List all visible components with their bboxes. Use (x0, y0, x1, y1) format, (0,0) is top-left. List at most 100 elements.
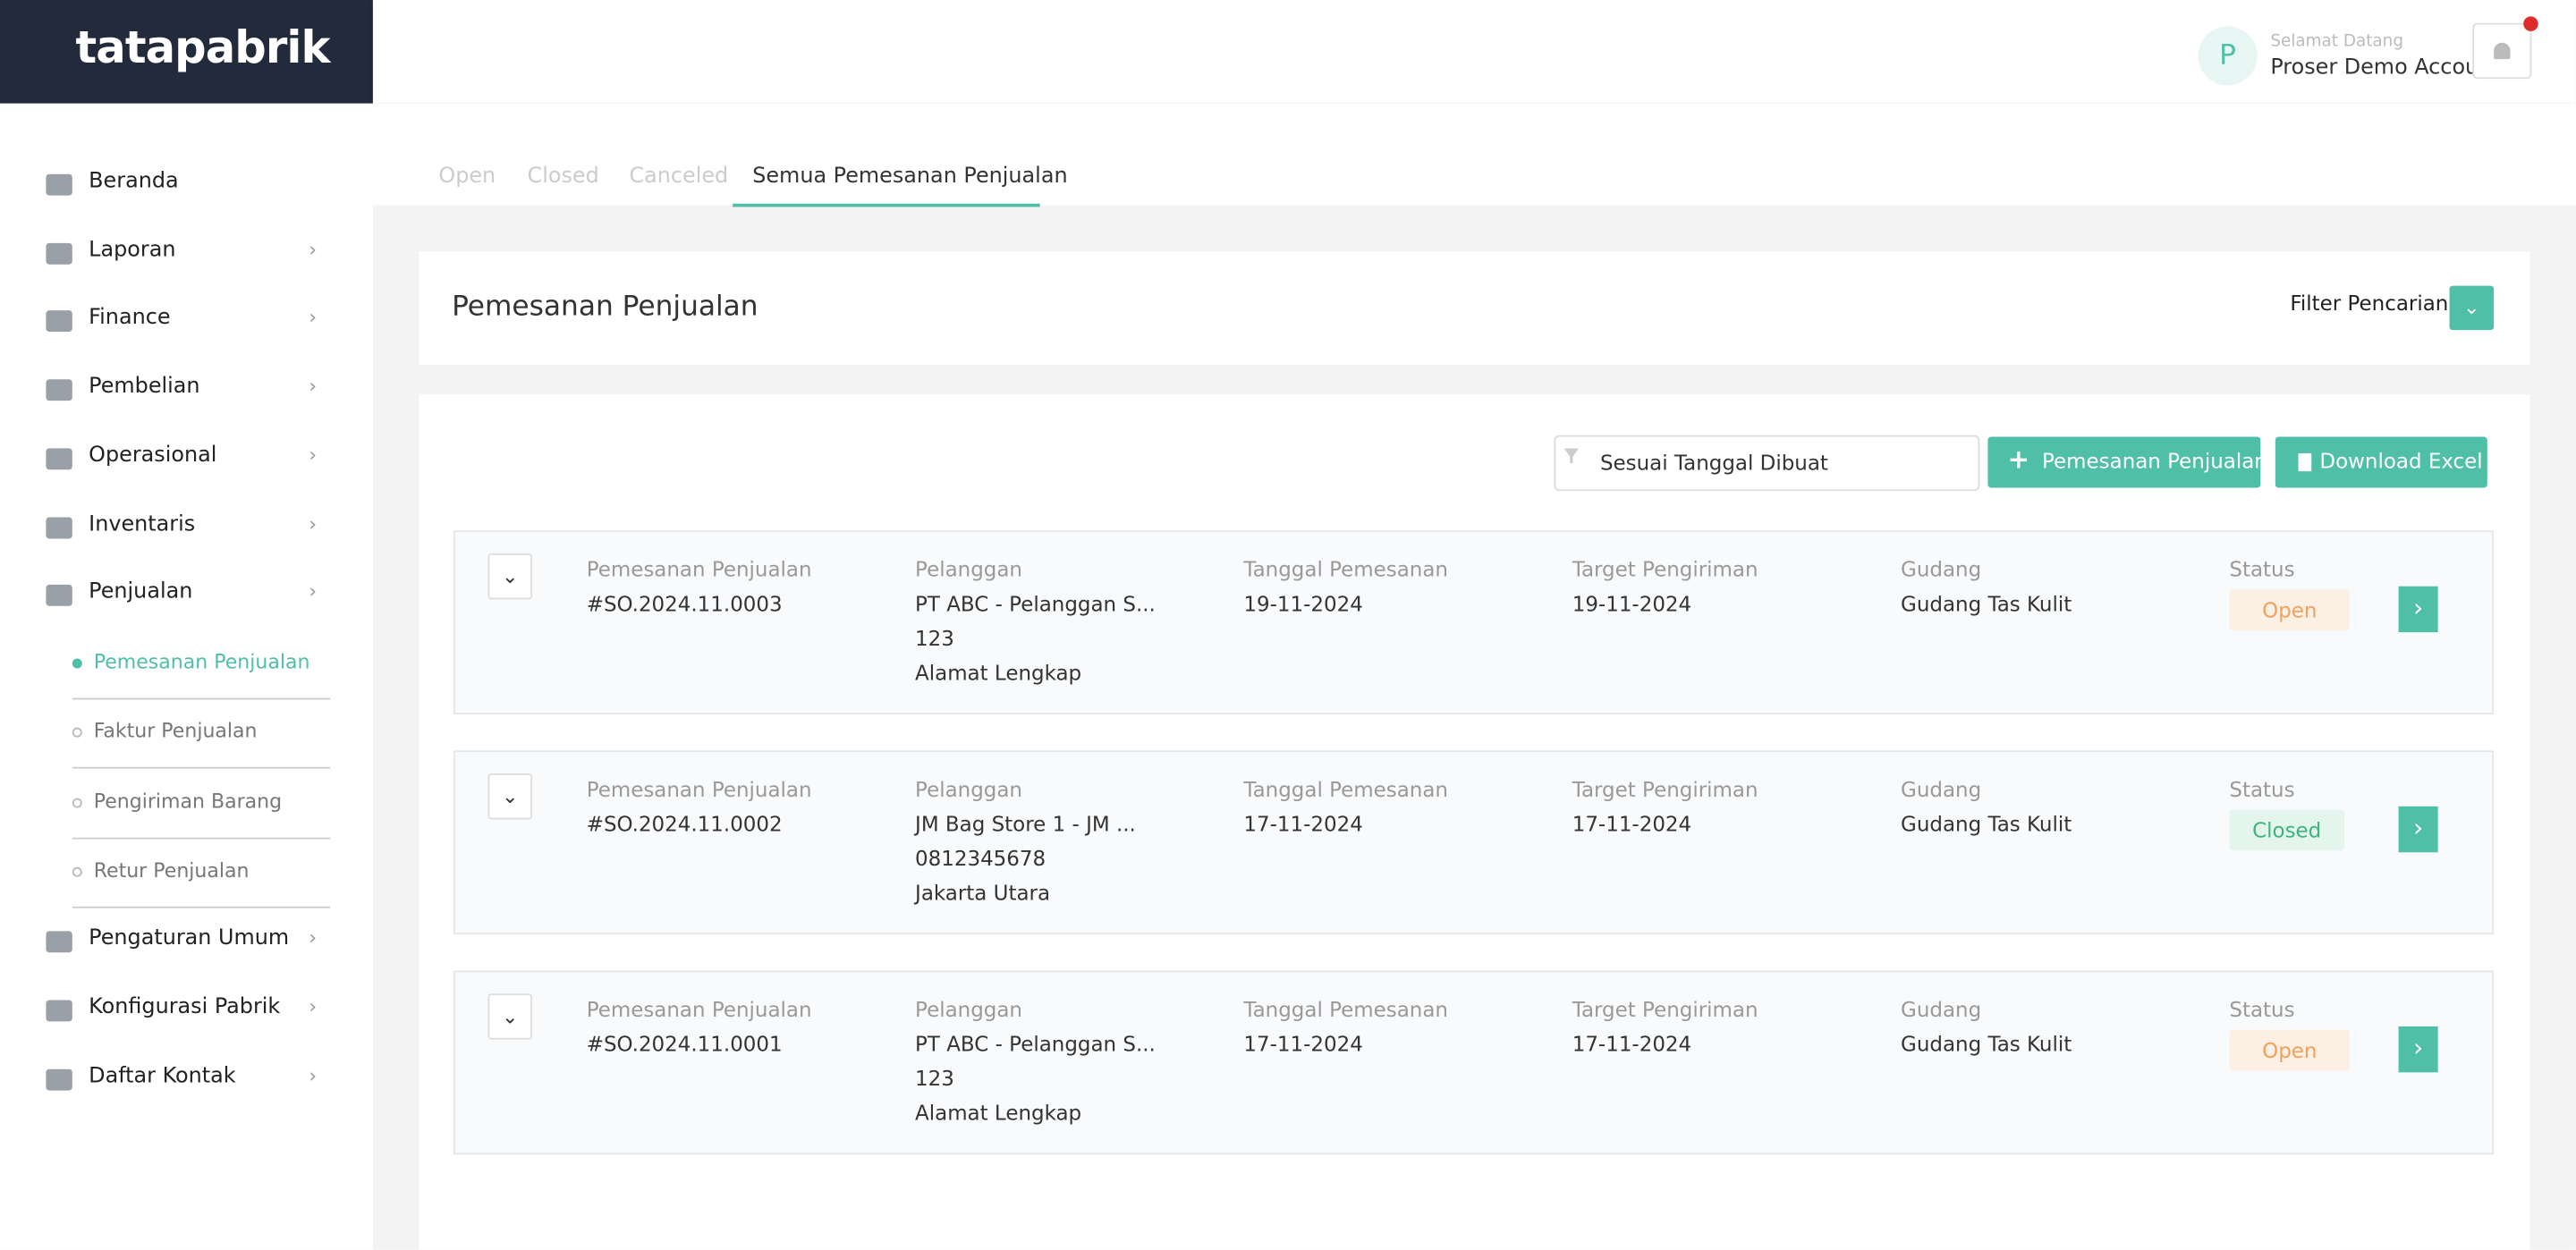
menu-arrow: › (309, 511, 318, 535)
column-label: Tanggal Pemesanan (1243, 776, 1448, 802)
menu-icon (46, 310, 72, 333)
menu-item[interactable]: Beranda (89, 169, 179, 194)
menu-icon (46, 516, 72, 538)
tab[interactable]: Canceled (629, 164, 729, 190)
panel-header (419, 251, 2530, 365)
menu-arrow: › (309, 374, 318, 398)
menu-item[interactable]: Operasional (89, 443, 217, 469)
customer-line: 123 (915, 625, 954, 651)
target-date: 17-11-2024 (1572, 811, 1692, 836)
tab-bar (372, 103, 2576, 206)
submenu-item[interactable]: Pemesanan Penjualan (93, 650, 310, 674)
menu-icon (46, 1000, 72, 1022)
menu-item[interactable]: Konfigurasi Pabrik (89, 995, 281, 1020)
customer-line: JM Bag Store 1 - JM ... (915, 811, 1136, 836)
order-number: #SO.2024.11.0001 (586, 1031, 783, 1056)
menu-icon (46, 585, 72, 607)
menu-icon (46, 379, 72, 401)
column-label: Pelanggan (915, 996, 1022, 1022)
customer-line: 123 (915, 1066, 954, 1091)
menu-icon (46, 242, 72, 265)
customer-line: PT ABC - Pelanggan S... (915, 1031, 1156, 1056)
menu-item[interactable]: Daftar Kontak (89, 1064, 236, 1089)
account: Proser Demo Account (2270, 55, 2501, 80)
excel-icon (2298, 452, 2312, 472)
tab[interactable]: Open (438, 164, 496, 190)
status-badge: Closed (2229, 809, 2344, 851)
column-label: Pemesanan Penjualan (586, 776, 812, 802)
detail-button[interactable]: › (2398, 586, 2438, 633)
detail-button[interactable]: › (2398, 806, 2438, 853)
submenu-dot (72, 866, 82, 877)
logo-area (0, 0, 373, 104)
menu-item[interactable]: Pengaturan Umum (89, 925, 290, 951)
customer-line: Jakarta Utara (915, 880, 1051, 906)
divider (72, 697, 331, 700)
filter-label: Filter Pencarian (2290, 291, 2449, 316)
menu-item[interactable]: Pembelian (89, 374, 200, 400)
warehouse: Gudang Tas Kulit (1901, 1031, 2072, 1056)
welcome: Selamat Datang (2270, 32, 2403, 51)
menu-arrow: › (309, 306, 318, 330)
panel-title: Pemesanan Penjualan (452, 291, 758, 324)
select-text: Sesuai Tanggal Dibuat (1599, 450, 1828, 475)
menu-item[interactable]: Finance (89, 306, 171, 331)
submenu-item[interactable]: Pengiriman Barang (93, 789, 283, 813)
customer-line: 0812345678 (915, 845, 1046, 871)
expand-button[interactable]: ⌄ (487, 993, 533, 1040)
target-date: 17-11-2024 (1572, 1031, 1692, 1056)
date-select[interactable] (1554, 435, 1980, 492)
status-badge: Open (2229, 589, 2351, 631)
filter-toggle[interactable]: ⌄ (2449, 285, 2495, 331)
column-label: Target Pengiriman (1572, 996, 1758, 1022)
column-label: Tanggal Pemesanan (1243, 996, 1448, 1022)
sidebar (0, 103, 373, 1250)
menu-arrow: › (309, 579, 318, 604)
column-label: Pemesanan Penjualan (586, 556, 812, 582)
expand-button[interactable]: ⌄ (487, 553, 533, 600)
column-label: Target Pengiriman (1572, 556, 1758, 582)
divider (72, 906, 331, 908)
menu-item[interactable]: Inventaris (89, 511, 196, 536)
warehouse: Gudang Tas Kulit (1901, 811, 2072, 836)
order-number: #SO.2024.11.0002 (586, 811, 783, 836)
menu-icon (46, 931, 72, 953)
excel-text: Download Excel (2319, 448, 2483, 473)
column-label: Pemesanan Penjualan (586, 996, 812, 1022)
order-date: 17-11-2024 (1243, 1031, 1363, 1056)
menu-item[interactable]: Penjualan (89, 579, 193, 605)
menu-icon (46, 173, 72, 196)
detail-button[interactable]: › (2398, 1026, 2438, 1073)
submenu-item[interactable]: Faktur Penjualan (93, 720, 258, 743)
brand: tatapabrik (75, 22, 330, 74)
column-label: Status (2229, 556, 2295, 582)
plus: + (2007, 443, 2030, 475)
tab[interactable]: Semua Pemesanan Penjualan (752, 164, 1068, 190)
order-row (453, 750, 2495, 935)
submenu-dot (72, 797, 82, 807)
order-number: #SO.2024.11.0003 (586, 591, 783, 616)
column-label: Gudang (1901, 556, 1982, 582)
notification-button[interactable] (2472, 22, 2532, 80)
menu-arrow: › (309, 995, 318, 1018)
add-button[interactable] (1987, 436, 2261, 488)
column-label: Pelanggan (915, 776, 1022, 802)
menu-icon (46, 1068, 72, 1091)
order-date: 17-11-2024 (1243, 811, 1363, 836)
expand-button[interactable]: ⌄ (487, 773, 533, 820)
tab[interactable]: Closed (527, 164, 599, 190)
divider (72, 836, 331, 839)
target-date: 19-11-2024 (1572, 591, 1692, 616)
menu-arrow: › (309, 443, 318, 467)
bell (2494, 42, 2511, 60)
submenu-item[interactable]: Retur Penjualan (93, 858, 250, 883)
column-label: Gudang (1901, 996, 1982, 1022)
badge (2523, 16, 2538, 31)
menu-arrow: › (309, 925, 318, 950)
menu-item[interactable]: Laporan (89, 237, 176, 263)
add-text: Pemesanan Penjualan (2042, 448, 2267, 473)
menu-icon (46, 448, 72, 469)
submenu-dot (72, 658, 82, 669)
